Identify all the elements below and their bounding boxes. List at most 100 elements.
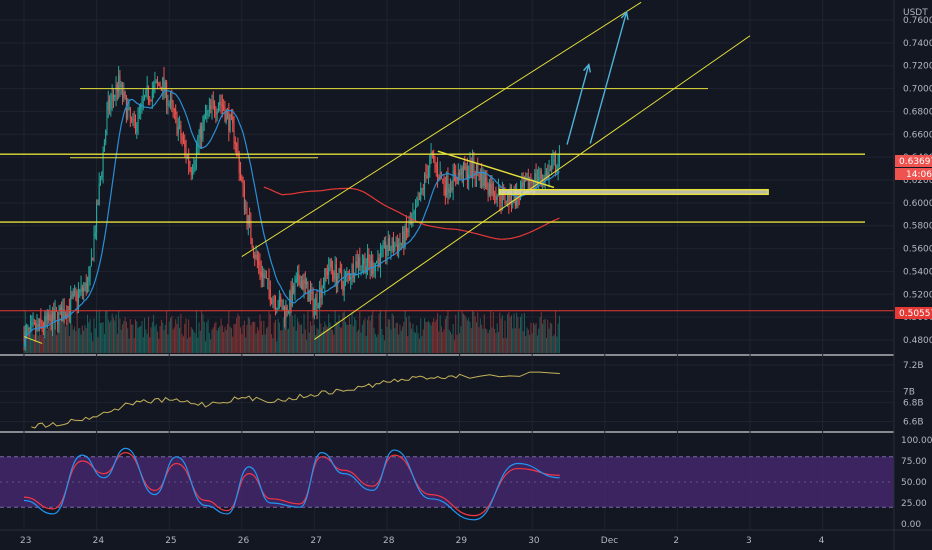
candle-body[interactable] [433, 152, 435, 159]
candle-body[interactable] [114, 95, 116, 98]
candle-body[interactable] [548, 168, 550, 179]
candle-body[interactable] [112, 94, 114, 98]
candle-body[interactable] [225, 111, 227, 122]
candle-body[interactable] [418, 199, 420, 201]
candle-body[interactable] [223, 106, 225, 111]
candle-body[interactable] [160, 87, 162, 91]
candle-body[interactable] [252, 248, 254, 255]
demand-zone[interactable] [498, 188, 769, 196]
candle-body[interactable] [119, 75, 121, 88]
candle-body[interactable] [510, 187, 512, 205]
candle-body[interactable] [496, 196, 498, 201]
candle-body[interactable] [93, 236, 95, 260]
candle-body[interactable] [241, 175, 243, 181]
candle-body[interactable] [361, 264, 363, 266]
candle-body[interactable] [151, 91, 153, 101]
candle-body[interactable] [141, 100, 143, 104]
candle-body[interactable] [291, 285, 293, 306]
candle-body[interactable] [268, 278, 270, 290]
candle-body[interactable] [122, 84, 124, 99]
candle-body[interactable] [392, 238, 394, 251]
candle-body[interactable] [552, 160, 554, 165]
candle-body[interactable] [45, 315, 47, 321]
candle-body[interactable] [232, 116, 234, 124]
candle-body[interactable] [352, 264, 354, 278]
candle-body[interactable] [208, 105, 210, 111]
candle-body[interactable] [556, 170, 558, 173]
candle-body[interactable] [131, 117, 133, 120]
candle-body[interactable] [228, 112, 230, 131]
candle-body[interactable] [102, 151, 104, 173]
candle-body[interactable] [518, 197, 520, 200]
candle-body[interactable] [202, 121, 204, 140]
candle-body[interactable] [182, 140, 184, 142]
candle-body[interactable] [189, 164, 191, 168]
candle-body[interactable] [295, 278, 297, 283]
candle-body[interactable] [277, 307, 279, 309]
candle-body[interactable] [293, 285, 295, 293]
candle-body[interactable] [335, 264, 337, 284]
candle-body[interactable] [79, 290, 81, 293]
candle-body[interactable] [255, 255, 257, 258]
candle-body[interactable] [54, 310, 56, 320]
candle-body[interactable] [128, 107, 130, 109]
candle-body[interactable] [254, 254, 256, 258]
candle-body[interactable] [85, 282, 87, 293]
candle-body[interactable] [346, 272, 348, 275]
candle-body[interactable] [66, 313, 68, 317]
candle-body[interactable] [142, 99, 144, 101]
candle-body[interactable] [420, 188, 422, 200]
candle-body[interactable] [140, 103, 142, 110]
candle-body[interactable] [424, 174, 426, 190]
candle-body[interactable] [236, 143, 238, 146]
candle-body[interactable] [129, 107, 131, 118]
candle-body[interactable] [408, 223, 410, 233]
candle-body[interactable] [385, 241, 387, 256]
candle-body[interactable] [192, 171, 194, 175]
candle-body[interactable] [380, 249, 382, 267]
candle-body[interactable] [48, 313, 50, 321]
candle-body[interactable] [242, 180, 244, 186]
candle-body[interactable] [123, 91, 125, 99]
candle-body[interactable] [539, 170, 541, 178]
candle-body[interactable] [481, 171, 483, 187]
candle-body[interactable] [146, 85, 148, 89]
candle-body[interactable] [199, 125, 201, 138]
candle-body[interactable] [439, 172, 441, 181]
candle-body[interactable] [67, 306, 69, 317]
candle-body[interactable] [27, 327, 29, 330]
candle-body[interactable] [522, 182, 524, 187]
candle-body[interactable] [431, 152, 433, 154]
candle-body[interactable] [494, 195, 496, 197]
candle-body[interactable] [417, 199, 419, 206]
candle-body[interactable] [273, 299, 275, 301]
candle-body[interactable] [453, 170, 455, 174]
candle-body[interactable] [382, 243, 384, 248]
candle-body[interactable] [426, 175, 428, 178]
candle-body[interactable] [497, 187, 499, 197]
candle-body[interactable] [412, 214, 414, 220]
candle-body[interactable] [355, 261, 357, 276]
candle-body[interactable] [238, 154, 240, 174]
candle-body[interactable] [395, 245, 397, 247]
candle-body[interactable] [434, 158, 436, 166]
candle-body[interactable] [240, 173, 242, 176]
candle-body[interactable] [276, 308, 278, 310]
candle-body[interactable] [259, 264, 261, 272]
candle-body[interactable] [256, 255, 258, 262]
candle-body[interactable] [198, 137, 200, 145]
candle-body[interactable] [300, 280, 302, 288]
candle-body[interactable] [501, 189, 503, 203]
candle-body[interactable] [175, 109, 177, 115]
candle-body[interactable] [543, 178, 545, 183]
candle-body[interactable] [354, 275, 356, 278]
candle-body[interactable] [402, 231, 404, 243]
candle-body[interactable] [137, 109, 139, 125]
candle-body[interactable] [80, 286, 82, 291]
candle-body[interactable] [512, 202, 514, 205]
candle-body[interactable] [190, 167, 192, 175]
candle-body[interactable] [551, 164, 553, 170]
stoch-axis[interactable]: 100.00 75.00 50.00 25.00 0.00 [901, 436, 932, 530]
candle-body[interactable] [310, 291, 312, 295]
candle-body[interactable] [42, 327, 44, 329]
